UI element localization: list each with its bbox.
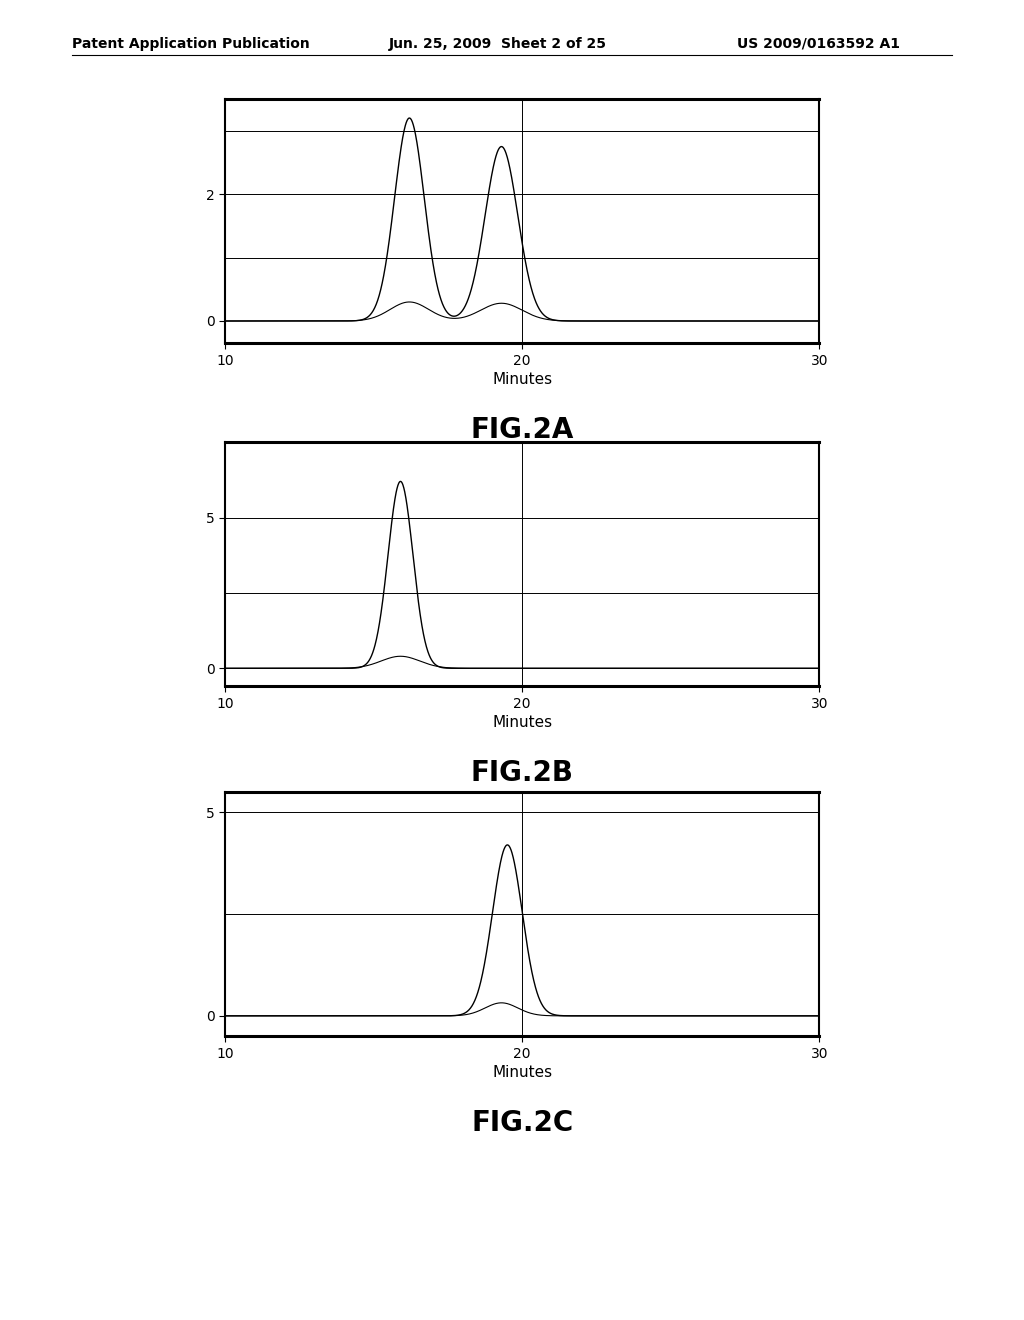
- Text: US 2009/0163592 A1: US 2009/0163592 A1: [737, 37, 900, 51]
- Text: Jun. 25, 2009  Sheet 2 of 25: Jun. 25, 2009 Sheet 2 of 25: [389, 37, 607, 51]
- Text: FIG.2B: FIG.2B: [471, 759, 573, 787]
- X-axis label: Minutes: Minutes: [493, 1065, 552, 1080]
- Text: Patent Application Publication: Patent Application Publication: [72, 37, 309, 51]
- X-axis label: Minutes: Minutes: [493, 372, 552, 387]
- Text: FIG.2A: FIG.2A: [471, 416, 573, 444]
- Text: FIG.2C: FIG.2C: [471, 1109, 573, 1137]
- X-axis label: Minutes: Minutes: [493, 715, 552, 730]
